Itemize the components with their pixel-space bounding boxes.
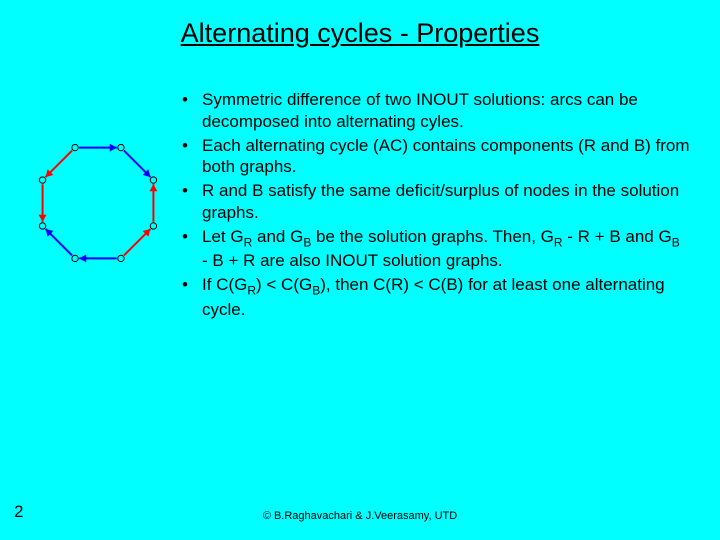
bullet-list-container: Symmetric difference of two INOUT soluti… [176,89,720,323]
page-title: Alternating cycles - Properties [0,0,720,59]
bullet-item: R and B satisfy the same deficit/surplus… [176,180,690,224]
diagram-column [0,89,176,323]
alternating-cycle-diagram [20,125,176,281]
footer-copyright: © B.Raghavachari & J.Veerasamy, UTD [0,510,720,522]
bullet-item: If C(GR) < C(GB), then C(R) < C(B) for a… [176,274,690,321]
bullet-list: Symmetric difference of two INOUT soluti… [176,89,690,321]
bullet-item: Let GR and GB be the solution graphs. Th… [176,226,690,273]
bullet-item: Symmetric difference of two INOUT soluti… [176,89,690,133]
bullet-item: Each alternating cycle (AC) contains com… [176,135,690,179]
content-area: Symmetric difference of two INOUT soluti… [0,59,720,323]
